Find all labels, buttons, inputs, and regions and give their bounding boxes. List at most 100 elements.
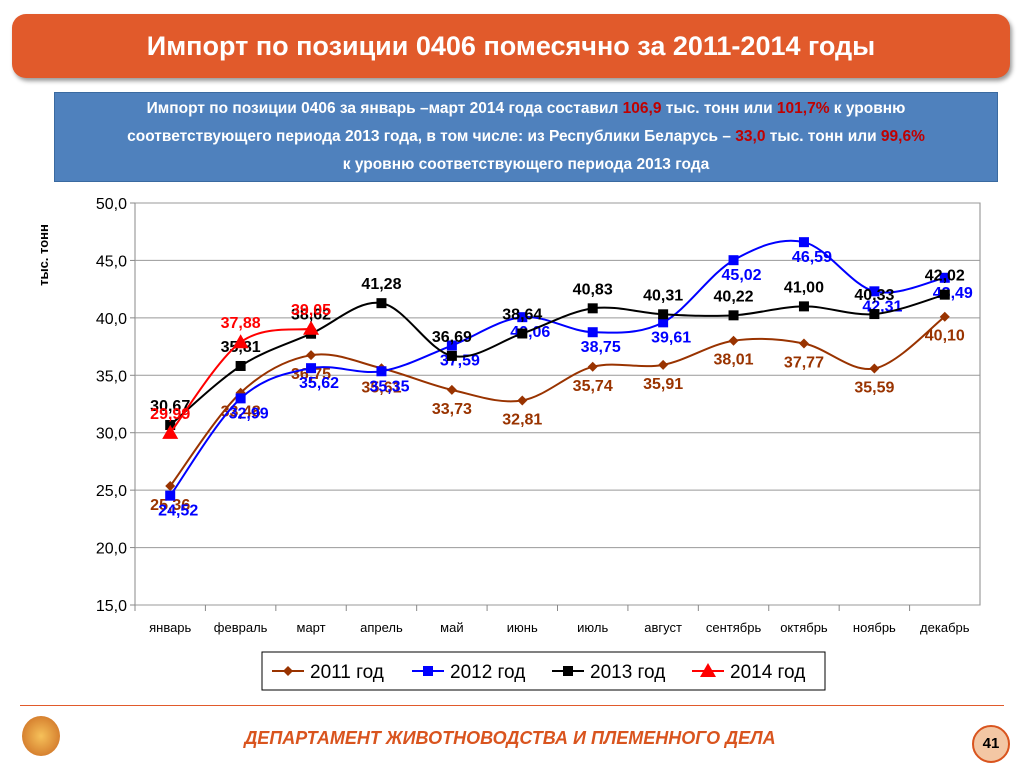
marker (446, 350, 457, 361)
legend-marker (423, 666, 433, 676)
data-label: 43,49 (933, 285, 973, 302)
y-axis-label: тыс. тонн (36, 224, 51, 286)
marker (232, 334, 249, 349)
marker (235, 360, 246, 371)
y-tick-label: 20,0 (96, 541, 127, 558)
marker (869, 309, 880, 320)
data-label: 35,91 (643, 376, 683, 393)
data-label: 29,99 (150, 406, 190, 423)
legend: 2011 год 2012 год 2013 год 2014 год (261, 651, 826, 691)
legend-box (261, 651, 826, 691)
text: тыс. тонн или (661, 100, 777, 117)
data-label: 36,69 (432, 329, 472, 346)
data-label: 24,52 (158, 503, 198, 520)
marker (517, 395, 528, 406)
data-label: 35,74 (573, 378, 613, 395)
data-label: 37,88 (221, 315, 261, 332)
marker (517, 312, 528, 323)
text: Импорт по позиции 0406 за январь –март 2… (146, 100, 623, 117)
text: к уровню соответствующего периода 2013 г… (342, 156, 710, 173)
x-tick-label: сентябрь (706, 620, 762, 635)
y-tick-label: 30,0 (96, 426, 127, 443)
legend-marker (563, 666, 573, 676)
marker (658, 317, 669, 328)
data-label: 42,02 (925, 268, 965, 285)
data-label: 41,00 (784, 279, 824, 296)
title-bar: Импорт по позиции 0406 помесячно за 2011… (12, 14, 1010, 78)
x-tick-label: октябрь (780, 620, 828, 635)
marker (165, 490, 176, 501)
x-tick-label: ноябрь (853, 620, 896, 635)
highlight: 106,9 (622, 100, 662, 117)
info-line: Импорт по позиции 0406 за январь –март 2… (55, 95, 997, 123)
department: ДЕПАРТАМЕНТ ЖИВОТНОВОДСТВА И ПЛЕМЕННОГО … (244, 728, 776, 748)
marker (728, 255, 739, 266)
marker (303, 320, 320, 335)
data-label: 33,73 (432, 401, 472, 418)
title: Импорт по позиции 0406 помесячно за 2011… (146, 31, 876, 61)
y-tick-label: 15,0 (96, 598, 127, 615)
info-line: соответствующего периода 2013 года, в то… (55, 123, 997, 151)
data-label: 35,61 (361, 379, 401, 396)
legend-label: 2013 год (590, 662, 665, 683)
data-label: 30,67 (150, 398, 190, 415)
x-tick-label: май (440, 620, 463, 635)
marker (165, 481, 176, 492)
data-label: 32,81 (502, 411, 542, 428)
marker (939, 311, 950, 322)
y-tick-label: 40,0 (96, 311, 127, 328)
data-label: 32,99 (229, 405, 269, 422)
highlight: 101,7% (776, 100, 830, 117)
y-tick-label: 35,0 (96, 368, 127, 385)
marker (235, 393, 246, 404)
x-tick-label: февраль (214, 620, 268, 635)
text: соответствующего периода 2013 года, в то… (127, 128, 736, 145)
x-tick-label: январь (149, 620, 191, 635)
y-tick-label: 25,0 (96, 483, 127, 500)
data-label: 45,02 (722, 267, 762, 284)
marker (587, 303, 598, 314)
legend-label: 2011 год (310, 662, 384, 683)
text: тыс. тонн или (765, 128, 881, 145)
plot-area (134, 202, 981, 606)
x-tick-label: август (644, 620, 682, 635)
marker (306, 363, 317, 374)
data-label: 40,83 (573, 281, 613, 298)
data-label: 40,33 (854, 287, 894, 304)
legend-label: 2012 год (450, 662, 525, 683)
marker (728, 335, 739, 346)
data-label: 46,59 (792, 249, 832, 266)
marker (587, 361, 598, 372)
data-label: 35,35 (369, 378, 409, 395)
marker (376, 298, 387, 309)
marker (939, 289, 950, 300)
marker (869, 286, 880, 297)
legend-marker (283, 666, 293, 676)
info-box: Импорт по позиции 0406 за январь –март 2… (54, 92, 998, 182)
x-tick-label: декабрь (920, 620, 970, 635)
marker (658, 309, 669, 320)
text: к уровню (829, 100, 906, 117)
data-label: 40,10 (925, 328, 965, 345)
data-label: 39,61 (651, 329, 691, 346)
data-label: 40,06 (510, 324, 550, 341)
marker (798, 338, 809, 349)
info-line: к уровню соответствующего периода 2013 г… (55, 151, 997, 179)
data-label: 38,75 (581, 339, 621, 356)
data-label: 25,36 (150, 497, 190, 514)
marker (446, 384, 457, 395)
divider (20, 705, 1004, 706)
series-line (169, 315, 946, 487)
marker (798, 237, 809, 248)
marker (939, 272, 950, 283)
marker (517, 328, 528, 339)
x-tick-label: июль (577, 620, 608, 635)
marker (869, 363, 880, 374)
page-number: 41 (972, 725, 1010, 763)
data-label: 35,59 (854, 380, 894, 397)
legend-marker (700, 663, 716, 677)
data-label: 38,62 (291, 307, 331, 324)
marker (306, 350, 317, 361)
chart: тыс. тонн 15,0 20,0 25,0 30,0 35,0 40,0 45,0 50… (36, 196, 981, 691)
